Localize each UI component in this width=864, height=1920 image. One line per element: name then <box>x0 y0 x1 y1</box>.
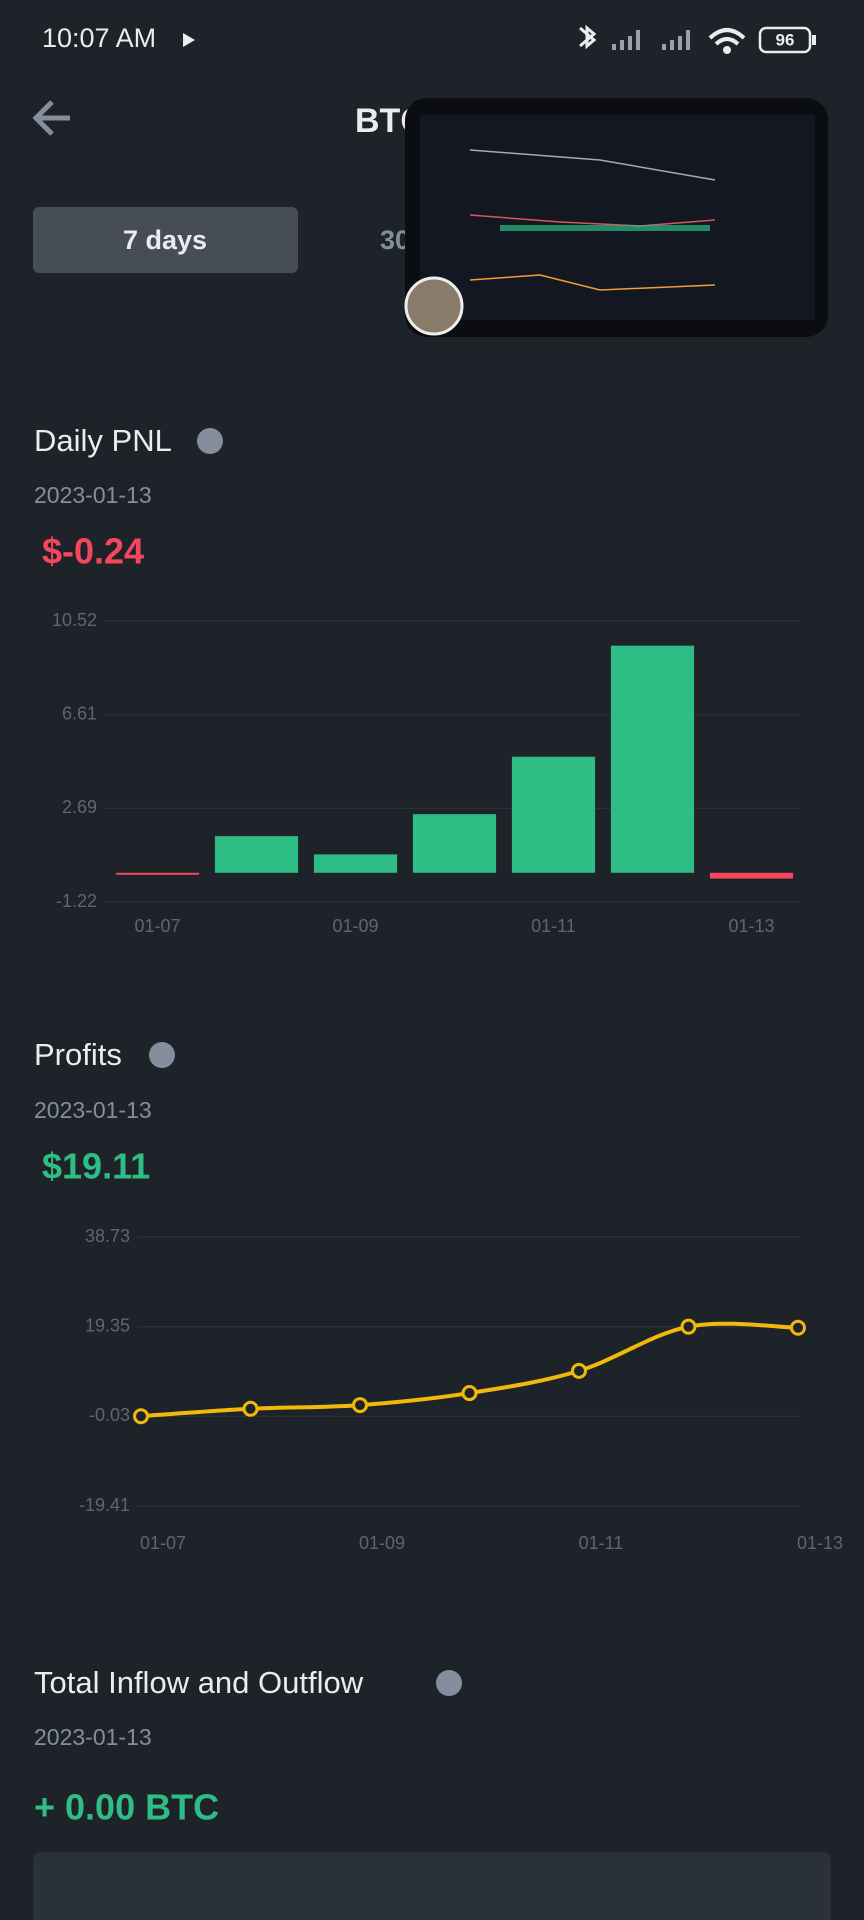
y-tick-label: 38.73 <box>85 1226 130 1246</box>
battery-icon <box>758 26 812 54</box>
x-tick-label: 01-11 <box>531 916 576 936</box>
back-button[interactable] <box>32 100 70 136</box>
profits-section: Profits 2023-01-13 $19.11 <box>34 1037 175 1187</box>
data-point <box>790 1319 806 1336</box>
bluetooth-icon <box>579 24 597 50</box>
y-tick-label: 2.69 <box>62 797 97 817</box>
section-value: + 0.00 BTC <box>34 1787 219 1828</box>
data-point <box>680 1318 697 1335</box>
daily-pnl-section: Daily PNL 2023-01-13 $-0.24 <box>34 423 223 572</box>
bar <box>709 872 794 879</box>
bar <box>511 756 596 873</box>
section-value: $19.11 <box>42 1146 150 1187</box>
y-tick-label: -0.03 <box>89 1405 130 1425</box>
bar <box>313 854 398 873</box>
data-point <box>571 1362 587 1379</box>
info-icon[interactable] <box>149 1042 175 1068</box>
bar <box>610 645 695 873</box>
x-tick-label: 01-07 <box>134 916 180 936</box>
tab-active[interactable] <box>33 207 298 273</box>
data-point <box>461 1385 478 1402</box>
section-date: 2023-01-13 <box>34 1097 152 1123</box>
status-icon <box>183 33 195 47</box>
y-tick-label: 10.52 <box>52 610 97 630</box>
section-title: Daily PNL <box>34 423 172 458</box>
y-tick-label: 19.35 <box>85 1315 130 1335</box>
data-point <box>133 1408 149 1425</box>
bar <box>412 814 497 873</box>
data-point <box>242 1400 259 1417</box>
y-tick-label: -1.22 <box>56 891 97 911</box>
signal-icons <box>612 30 690 50</box>
battery-tip <box>812 35 816 45</box>
info-icon[interactable] <box>197 428 223 454</box>
section-date: 2023-01-13 <box>34 1724 152 1750</box>
x-tick-label: 01-09 <box>332 916 378 936</box>
bar <box>214 836 299 873</box>
bar <box>115 872 200 875</box>
x-tick-label: 01-13 <box>728 916 774 936</box>
video-overlay[interactable] <box>404 98 828 337</box>
section-title: Total Inflow and Outflow <box>34 1665 364 1700</box>
inflow-chart-panel <box>33 1852 831 1920</box>
x-tick-label: 01-07 <box>140 1533 186 1553</box>
section-title: Profits <box>34 1037 122 1072</box>
status-time: 10:07 AM <box>42 23 156 53</box>
data-point <box>352 1397 368 1414</box>
y-tick-label: 6.61 <box>62 703 97 723</box>
wifi-dot <box>723 46 731 54</box>
info-icon[interactable] <box>436 1670 462 1696</box>
y-tick-label: -19.41 <box>79 1495 130 1515</box>
inflow-section: Total Inflow and Outflow 2023-01-13 + 0.… <box>33 1665 831 1920</box>
x-tick-label: 01-13 <box>797 1533 843 1553</box>
tab-label[interactable]: 7 days <box>123 225 207 255</box>
section-date: 2023-01-13 <box>34 482 152 508</box>
section-value: $-0.24 <box>42 531 144 572</box>
battery-level: 96 <box>776 30 795 49</box>
wifi-icon <box>708 28 746 46</box>
x-tick-label: 01-09 <box>359 1533 405 1553</box>
x-tick-label: 01-11 <box>579 1533 624 1553</box>
